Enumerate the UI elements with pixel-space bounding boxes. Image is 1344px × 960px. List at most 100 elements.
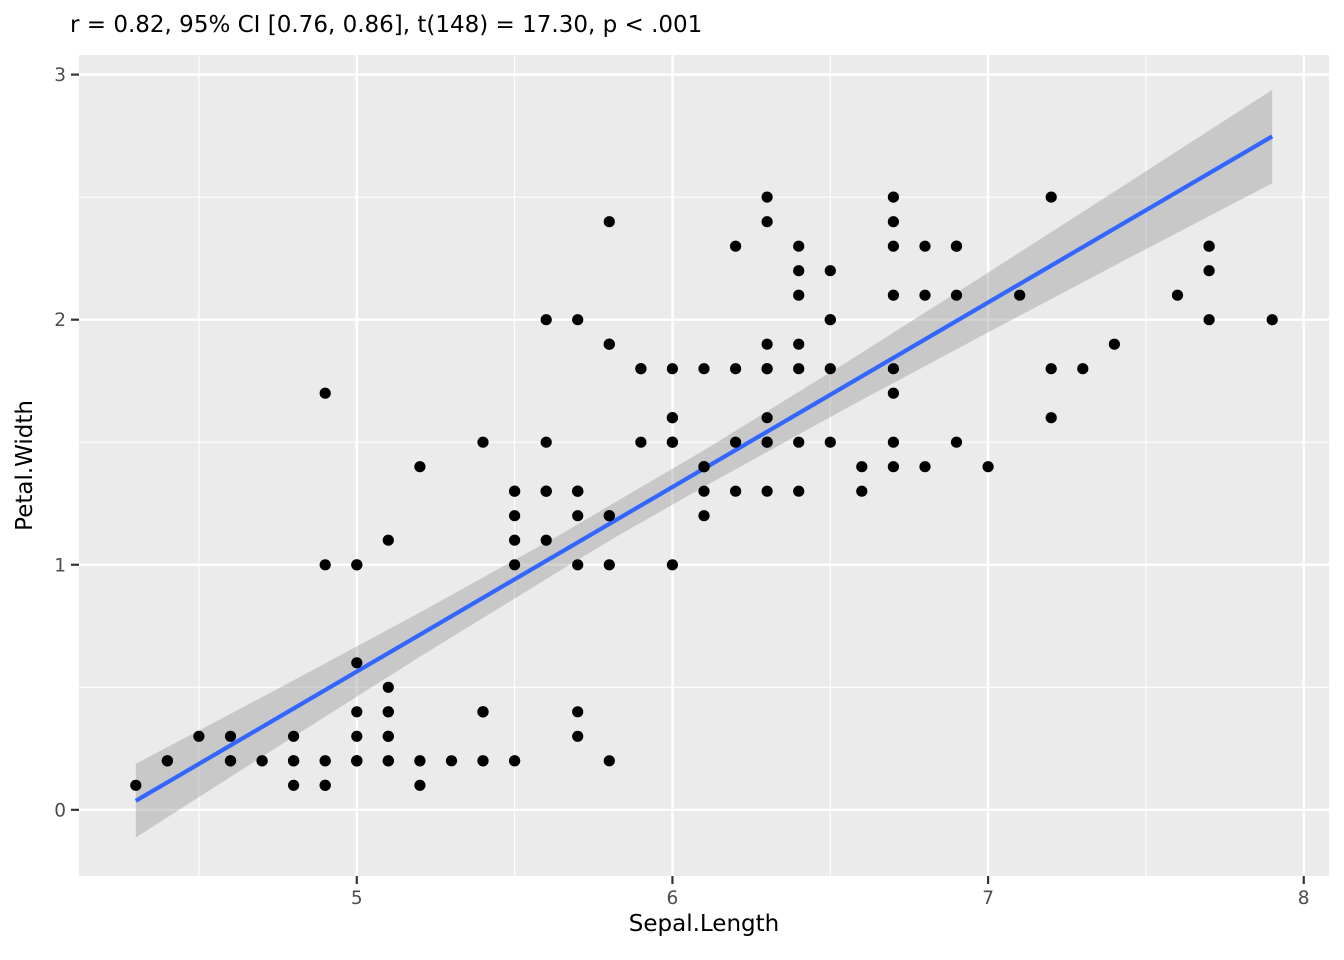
- data-point: [445, 755, 458, 767]
- data-point: [288, 779, 300, 791]
- data-point: [761, 338, 773, 350]
- data-point: [224, 730, 237, 742]
- data-point: [319, 387, 331, 399]
- data-point: [1203, 240, 1215, 252]
- data-point: [572, 730, 584, 742]
- data-point: [477, 436, 489, 448]
- data-point: [635, 436, 647, 448]
- data-point: [730, 240, 742, 252]
- y-tick-label: 3: [54, 65, 66, 86]
- data-point: [824, 265, 836, 277]
- data-point: [161, 755, 173, 767]
- x-axis-title: Sepal.Length: [628, 911, 780, 937]
- data-point: [1203, 265, 1215, 277]
- x-tick-label: 7: [982, 888, 994, 909]
- x-tick-label: 6: [667, 888, 679, 909]
- data-point: [1045, 363, 1057, 375]
- x-tick-labels: 5 6 7 8: [351, 888, 1310, 909]
- y-tick-label: 0: [54, 800, 66, 821]
- data-point: [351, 706, 363, 718]
- data-point: [540, 436, 552, 448]
- data-point: [508, 559, 521, 571]
- data-point: [572, 510, 584, 522]
- data-point: [477, 706, 489, 718]
- data-point: [351, 730, 363, 742]
- data-point: [319, 559, 331, 571]
- data-point: [793, 485, 805, 497]
- data-point: [1203, 314, 1215, 326]
- data-point: [793, 265, 805, 277]
- data-point: [288, 730, 300, 742]
- data-point: [540, 485, 552, 497]
- data-point: [508, 485, 521, 497]
- data-point: [508, 534, 521, 546]
- data-point: [950, 436, 963, 448]
- data-point: [635, 363, 647, 375]
- data-point: [666, 436, 679, 448]
- data-point: [793, 240, 805, 252]
- data-point: [382, 755, 394, 767]
- y-tick-label: 2: [54, 310, 66, 331]
- data-point: [761, 216, 773, 228]
- data-point: [950, 240, 963, 252]
- data-point: [572, 485, 584, 497]
- axis-tick-marks: [71, 73, 1305, 884]
- data-point: [1108, 338, 1120, 350]
- data-point: [666, 559, 679, 571]
- data-point: [856, 485, 868, 497]
- data-point: [761, 363, 773, 375]
- data-point: [351, 657, 363, 669]
- data-point: [919, 240, 931, 252]
- data-point: [572, 559, 584, 571]
- data-point: [572, 314, 584, 326]
- data-point: [887, 289, 900, 301]
- data-point: [1171, 289, 1184, 301]
- data-point: [603, 338, 615, 350]
- data-point: [730, 436, 742, 448]
- data-point: [508, 755, 521, 767]
- data-point: [351, 755, 363, 767]
- plot-title: r = 0.82, 95% CI [0.76, 0.86], t(148) = …: [70, 12, 703, 38]
- data-point: [603, 559, 615, 571]
- data-point: [603, 510, 615, 522]
- data-point: [793, 289, 805, 301]
- data-point: [761, 412, 773, 424]
- data-point: [603, 216, 615, 228]
- data-point: [793, 338, 805, 350]
- data-point: [824, 314, 836, 326]
- data-point: [730, 485, 742, 497]
- data-point: [666, 412, 679, 424]
- data-point: [414, 461, 426, 473]
- data-point: [887, 461, 900, 473]
- data-point: [319, 755, 331, 767]
- data-point: [382, 534, 394, 546]
- data-point: [887, 240, 900, 252]
- data-point: [477, 755, 489, 767]
- data-point: [414, 755, 426, 767]
- data-point: [761, 191, 773, 203]
- data-point: [887, 436, 900, 448]
- data-point: [793, 363, 805, 375]
- data-point: [508, 510, 521, 522]
- data-point: [572, 706, 584, 718]
- data-point: [193, 730, 205, 742]
- data-point: [919, 289, 931, 301]
- data-point: [319, 779, 331, 791]
- data-point: [1014, 289, 1026, 301]
- data-point: [288, 755, 300, 767]
- data-points: [130, 191, 1278, 791]
- data-point: [1045, 191, 1057, 203]
- data-point: [824, 436, 836, 448]
- data-point: [824, 363, 836, 375]
- data-point: [887, 363, 900, 375]
- data-point: [382, 730, 394, 742]
- data-point: [1077, 363, 1089, 375]
- data-point: [414, 779, 426, 791]
- data-point: [351, 559, 363, 571]
- data-point: [698, 510, 710, 522]
- data-point: [856, 461, 868, 473]
- x-tick-label: 8: [1298, 888, 1310, 909]
- data-point: [887, 387, 900, 399]
- data-point: [382, 681, 394, 693]
